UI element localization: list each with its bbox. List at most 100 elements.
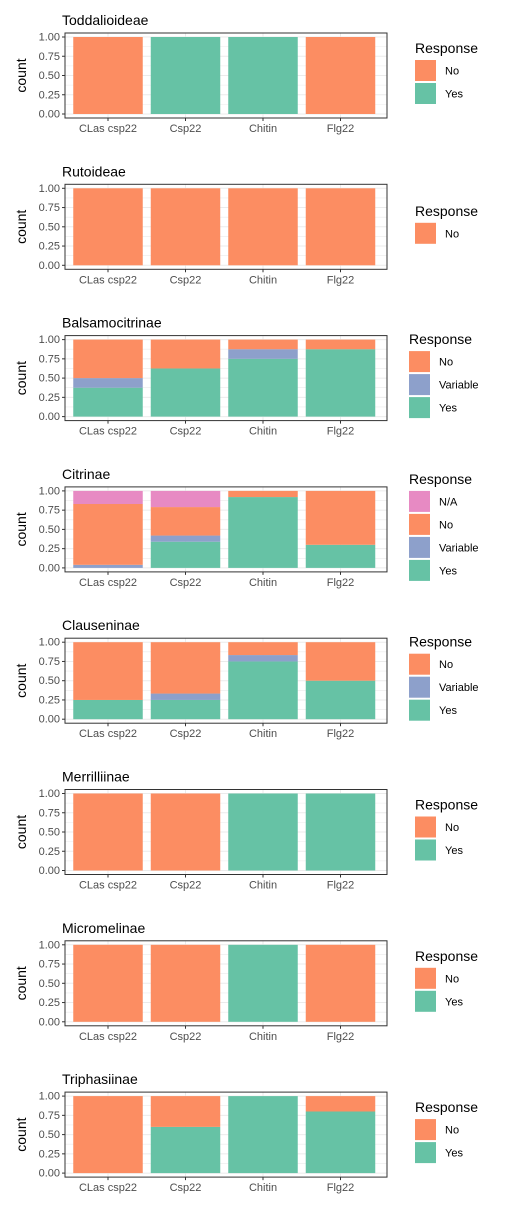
facet-panel-4: Clauseninae 0.00 0.25 0.50 0.75 1.00 count CLas… (13, 617, 479, 740)
y-axis: 0.00 0.25 0.50 0.75 1.00 count (13, 1091, 65, 1180)
bar-segment (228, 490, 298, 498)
bar-segment (73, 37, 143, 114)
bar-segment (150, 793, 221, 871)
bar-segment (150, 1126, 221, 1174)
legend-key (409, 351, 430, 373)
y-axis: 0.00 0.25 0.50 0.75 1.00 count (13, 334, 65, 423)
y-tick-label: 1.00 (39, 637, 60, 649)
legend-key (409, 699, 430, 721)
x-tick-label: Chitin (249, 728, 277, 740)
y-axis-label: count (13, 815, 29, 849)
y-tick-label: 0.25 (39, 241, 60, 253)
legend-key (415, 1142, 436, 1164)
x-tick-label: CLas csp22 (79, 728, 137, 740)
bar-segment (305, 1096, 376, 1112)
y-tick-label: 0.75 (39, 202, 60, 214)
bar-segment (150, 339, 221, 369)
x-tick-label: Flg22 (327, 1182, 355, 1194)
bar-segment (150, 699, 221, 720)
x-tick-label: CLas csp22 (79, 426, 137, 438)
bar-segment (305, 642, 376, 681)
legend-key (409, 653, 430, 675)
bar-segment (73, 944, 143, 1022)
legend: Response No (415, 203, 478, 244)
legend-label: No (445, 1125, 459, 1137)
x-tick-label: CLas csp22 (79, 1182, 137, 1194)
bars (73, 1096, 376, 1174)
bar-segment (150, 1096, 221, 1127)
y-tick-label: 1.00 (39, 1091, 60, 1103)
x-tick-label: Chitin (249, 1182, 277, 1194)
bar-segment (150, 693, 221, 700)
bars (73, 37, 376, 114)
bar-segment (305, 793, 376, 871)
x-tick-label: CLas csp22 (79, 880, 137, 892)
legend-key (409, 559, 430, 581)
bars (73, 944, 376, 1022)
legend-label: Yes (445, 845, 463, 857)
x-axis: CLas csp22 Csp22 Chitin Flg22 (79, 1177, 354, 1194)
x-tick-label: Csp22 (170, 274, 202, 286)
y-axis-label: count (13, 663, 29, 697)
legend-title: Response (409, 471, 472, 487)
bars (73, 490, 376, 568)
y-axis: 0.00 0.25 0.50 0.75 1.00 count (13, 485, 65, 574)
bar-segment (150, 37, 221, 114)
x-axis: CLas csp22 Csp22 Chitin Flg22 (79, 269, 354, 286)
bar-segment (228, 793, 298, 871)
legend-label: Yes (445, 89, 463, 101)
y-tick-label: 0.00 (39, 865, 60, 877)
bar-segment (150, 368, 221, 417)
legend-label: Variable (439, 380, 479, 392)
bar-segment (228, 642, 298, 656)
legend: Response N/A No Variable Yes (409, 471, 479, 581)
bar-segment (305, 349, 376, 417)
y-tick-label: 0.50 (39, 675, 60, 687)
legend-label: Yes (445, 996, 463, 1008)
bar-segment (73, 378, 143, 388)
legend: Response No Variable Yes (409, 634, 479, 721)
panel-title: Citrinae (62, 466, 110, 482)
x-tick-label: Flg22 (327, 1031, 355, 1043)
y-tick-label: 0.50 (39, 827, 60, 839)
legend-key (415, 967, 436, 989)
y-axis: 0.00 0.25 0.50 0.75 1.00 count (13, 637, 65, 726)
y-tick-label: 0.75 (39, 51, 60, 63)
bars (73, 793, 376, 871)
legend: Response No Variable Yes (409, 331, 479, 419)
x-tick-label: Chitin (249, 123, 277, 135)
bar-segment (305, 544, 376, 568)
legend-key (415, 222, 436, 244)
x-tick-label: CLas csp22 (79, 123, 137, 135)
bar-segment (228, 37, 298, 114)
y-tick-label: 0.75 (39, 505, 60, 517)
legend: Response No Yes (415, 797, 478, 861)
bar-segment (305, 1111, 376, 1174)
x-axis: CLas csp22 Csp22 Chitin Flg22 (79, 571, 354, 589)
bar-segment (150, 535, 221, 542)
y-tick-label: 1.00 (39, 939, 60, 951)
y-tick-label: 0.25 (39, 89, 60, 101)
facet-panel-5: Merrilliinae 0.00 0.25 0.50 0.75 1.00 count CLa… (13, 769, 478, 892)
x-tick-label: Chitin (249, 426, 277, 438)
y-axis: 0.00 0.25 0.50 0.75 1.00 count (13, 183, 65, 272)
legend-label: No (439, 519, 453, 531)
bar-segment (228, 188, 298, 266)
facet-panel-0: Toddalioideae 0.00 0.25 0.50 0.75 1.00 count CL… (13, 12, 478, 135)
bar-segment (150, 507, 221, 536)
legend-key (409, 513, 430, 535)
bar-segment (150, 541, 221, 568)
y-tick-label: 0.00 (39, 1168, 60, 1180)
y-axis-label: count (13, 58, 29, 92)
y-tick-label: 0.50 (39, 70, 60, 82)
x-tick-label: Flg22 (327, 728, 355, 740)
legend-label: Variable (439, 682, 479, 694)
x-axis: CLas csp22 Csp22 Chitin Flg22 (79, 874, 354, 892)
legend-key (415, 83, 436, 104)
legend-title: Response (409, 331, 472, 347)
y-axis-label: count (13, 361, 29, 395)
legend-label: No (445, 822, 459, 834)
bars (73, 339, 376, 417)
x-tick-label: Chitin (249, 274, 277, 286)
bar-segment (73, 490, 143, 504)
